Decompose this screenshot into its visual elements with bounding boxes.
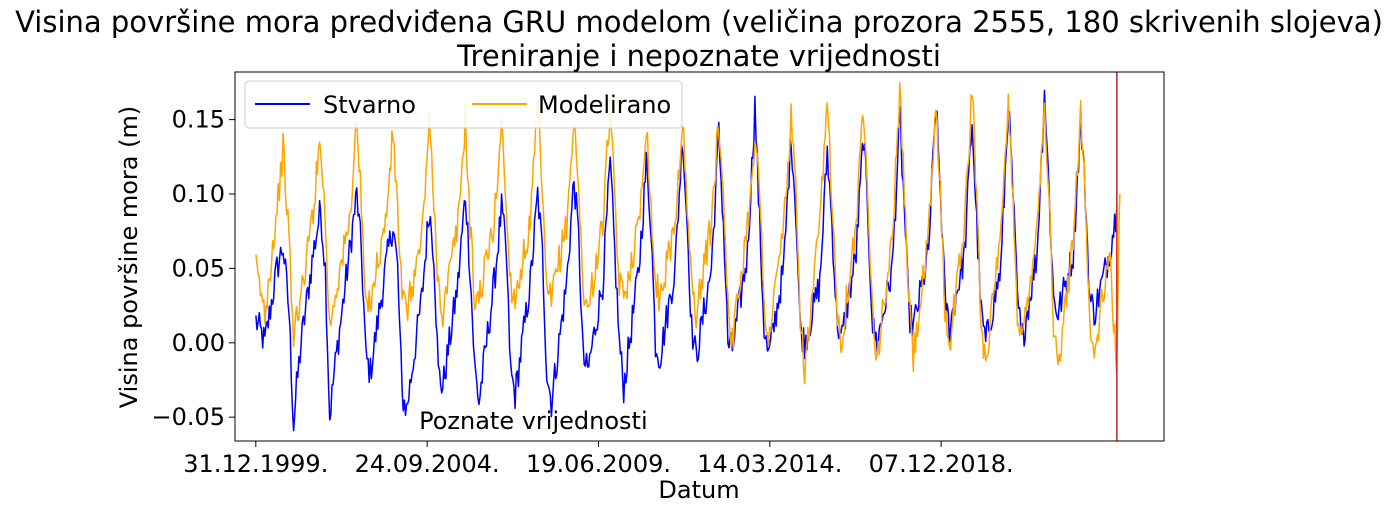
y-axis-label: Visina površine mora (m) [115,106,143,408]
y-tick-label: 0.15 [172,106,225,134]
x-axis-label: Datum [658,476,739,504]
plot-frame [234,71,1165,442]
y-tick-label: 0.05 [172,254,225,282]
y-tick-label: −0.05 [151,403,225,431]
legend: Stvarno Modelirano [244,80,683,129]
legend-label-modelirano: Modelirano [538,91,671,119]
x-tick-label: 24.09.2004. [355,450,500,478]
legend-label-stvarno: Stvarno [323,91,416,119]
x-tick-label: 14.03.2014. [697,450,842,478]
legend-box [244,80,683,129]
series-layer [255,82,1121,432]
x-axis: 31.12.1999. 24.09.2004. 19.06.2009. 14.03.2… [183,441,1014,478]
y-tick-label: 0.10 [172,180,225,208]
annotation-poznate-vrijednosti: Poznate vrijednosti [419,407,648,435]
series-line-stvarno [255,89,1118,432]
series-line-modelirano [255,82,1121,385]
chart-subtitle: Treniranje i nepoznate vrijednosti [457,39,941,73]
chart-title: Visina površine mora predviđena GRU mode… [15,5,1383,39]
x-tick-label: 19.06.2009. [526,450,671,478]
x-tick-label: 07.12.2018. [869,450,1014,478]
x-tick-label: 31.12.1999. [183,450,328,478]
y-axis: −0.05 0.00 0.05 0.10 0.15 [151,106,235,431]
y-tick-label: 0.00 [172,329,225,357]
